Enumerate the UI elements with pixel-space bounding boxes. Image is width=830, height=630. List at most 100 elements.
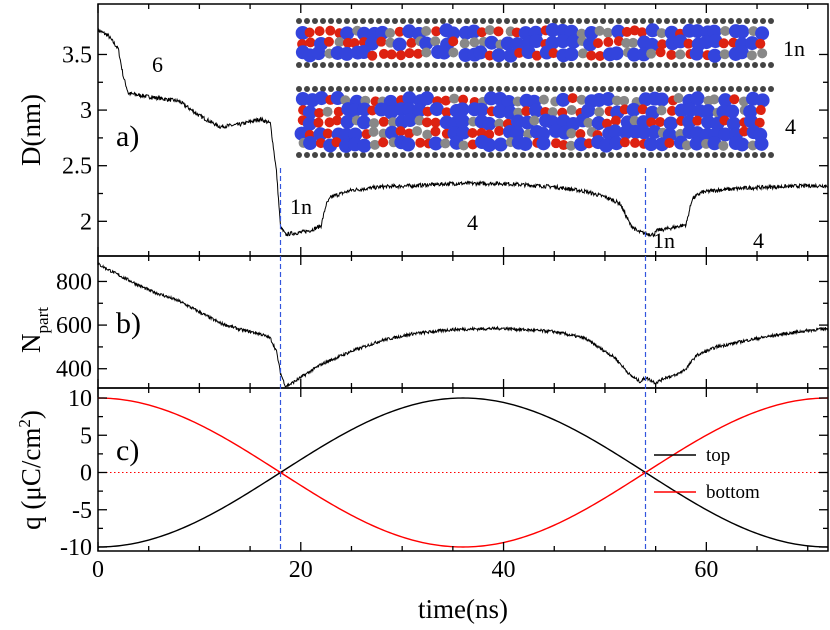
inset-4-atom [701, 104, 716, 119]
legend-label-bottom: bottom [706, 482, 760, 503]
inset-4-atom [594, 106, 605, 117]
inset-4-wall-atom [592, 152, 598, 158]
inset-4-wall-atom [432, 152, 438, 158]
inset-4-wall-atom [296, 86, 302, 92]
inset-1n-wall-atom [760, 62, 766, 68]
inset-4-atom [419, 91, 434, 106]
inset-1n-wall-atom [504, 18, 510, 24]
inset-4-wall-atom [528, 86, 534, 92]
inset-1n-atom [367, 50, 378, 61]
inset-1n-wall-atom [536, 62, 542, 68]
inset-4-wall-atom [656, 86, 662, 92]
inset-4-atom [501, 94, 516, 109]
inset-4-atom [401, 137, 416, 152]
inset-4-wall-atom [448, 86, 454, 92]
inset-4-atom [322, 128, 333, 139]
panel-c-ylabel-main: q (μC/cm [16, 428, 46, 530]
inset-1n-wall-atom [304, 62, 310, 68]
inset-1n-wall-atom [656, 18, 662, 24]
inset-4-atom [494, 126, 505, 137]
inset-4-atom [550, 138, 561, 149]
series-D-line [97, 28, 829, 238]
inset-4-wall-atom [520, 152, 526, 158]
inset-4-wall-atom [576, 86, 582, 92]
inset-1n-wall-atom [568, 62, 574, 68]
inset-4-atom [455, 114, 470, 129]
inset-1n-wall-atom [752, 62, 758, 68]
inset-4-atom [294, 126, 309, 141]
inset-1n-atom [719, 49, 730, 60]
inset-1n-atom [394, 26, 405, 37]
inset-4-atom [619, 137, 630, 148]
inset-4-wall-atom [568, 86, 574, 92]
inset-1n-wall-atom [552, 18, 558, 24]
inset-1n-wall-atom [728, 62, 734, 68]
inset-1n-wall-atom [624, 18, 630, 24]
inset-1n-wall-atom [696, 18, 702, 24]
inset-4-wall-atom [344, 86, 350, 92]
inset-1n-wall-atom [768, 18, 774, 24]
inset-4-wall-atom [552, 152, 558, 158]
inset-4-wall-atom [584, 152, 590, 158]
inset-4-wall-atom [560, 152, 566, 158]
inset-1n-atom [311, 46, 326, 61]
inset-4-wall-atom [360, 152, 366, 158]
inset-4-wall-atom [696, 152, 702, 158]
inset-4-wall-atom [512, 152, 518, 158]
series-Npart-line [97, 262, 829, 388]
inset-1n-wall-atom [736, 18, 742, 24]
inset-1n-atom [628, 37, 639, 48]
inset-1n-atom [720, 26, 731, 37]
inset-1n-wall-atom [312, 62, 318, 68]
inset-4-wall-atom [544, 86, 550, 92]
inset-1n-atom [325, 25, 336, 36]
inset-1n-atom [421, 47, 432, 58]
inset-1n-wall-atom [624, 62, 630, 68]
inset-4-atom [558, 140, 569, 151]
inset-1n-atom [683, 38, 694, 49]
inset-1n-atom [395, 50, 406, 61]
inset-1n-atom [690, 24, 705, 39]
inset-4-atom [412, 126, 423, 137]
inset-label-1n: 1n [783, 36, 805, 61]
inset-1n-atom [645, 23, 660, 38]
inset-4-atom [403, 113, 418, 128]
inset-1n-wall-atom [480, 62, 486, 68]
inset-1n-wall-atom [336, 62, 342, 68]
inset-1n-atom [386, 49, 397, 60]
inset-1n-atom [637, 27, 648, 38]
inset-1n-atom [757, 48, 768, 59]
inset-1n-wall-atom [632, 18, 638, 24]
inset-4-wall-atom [712, 152, 718, 158]
inset-4-wall-atom [640, 152, 646, 158]
inset-4-atom [608, 124, 623, 139]
inset-4-atom [609, 136, 624, 151]
inset-4-atom [538, 94, 549, 105]
inset-4-atom [357, 102, 372, 117]
inset-1n-atom [735, 24, 750, 39]
inset-1n-wall-atom [440, 62, 446, 68]
inset-4-wall-atom [416, 152, 422, 158]
inset-4-wall-atom [744, 86, 750, 92]
inset-1n-wall-atom [344, 62, 350, 68]
inset-4-atom [521, 106, 532, 117]
inset-1n-wall-atom [592, 62, 598, 68]
inset-1n-wall-atom [576, 18, 582, 24]
inset-1n-wall-atom [488, 18, 494, 24]
inset-1n-atom [646, 48, 657, 59]
inset-1n-wall-atom [400, 62, 406, 68]
inset-4-wall-atom [720, 152, 726, 158]
inset-snapshots [294, 18, 774, 158]
inset-4-wall-atom [704, 152, 710, 158]
inset-4-wall-atom [368, 86, 374, 92]
inset-1n-wall-atom [448, 18, 454, 24]
inset-4-wall-atom [400, 152, 406, 158]
inset-4-atom [331, 137, 342, 148]
inset-1n-wall-atom [416, 62, 422, 68]
inset-4-atom [378, 116, 389, 127]
inset-1n-wall-atom [608, 18, 614, 24]
p2-ytick-label--5: -5 [72, 498, 92, 524]
p0-ytick-label-2: 2 [80, 209, 92, 235]
inset-1n-atom [392, 37, 407, 52]
inset-4-atom [735, 137, 750, 152]
